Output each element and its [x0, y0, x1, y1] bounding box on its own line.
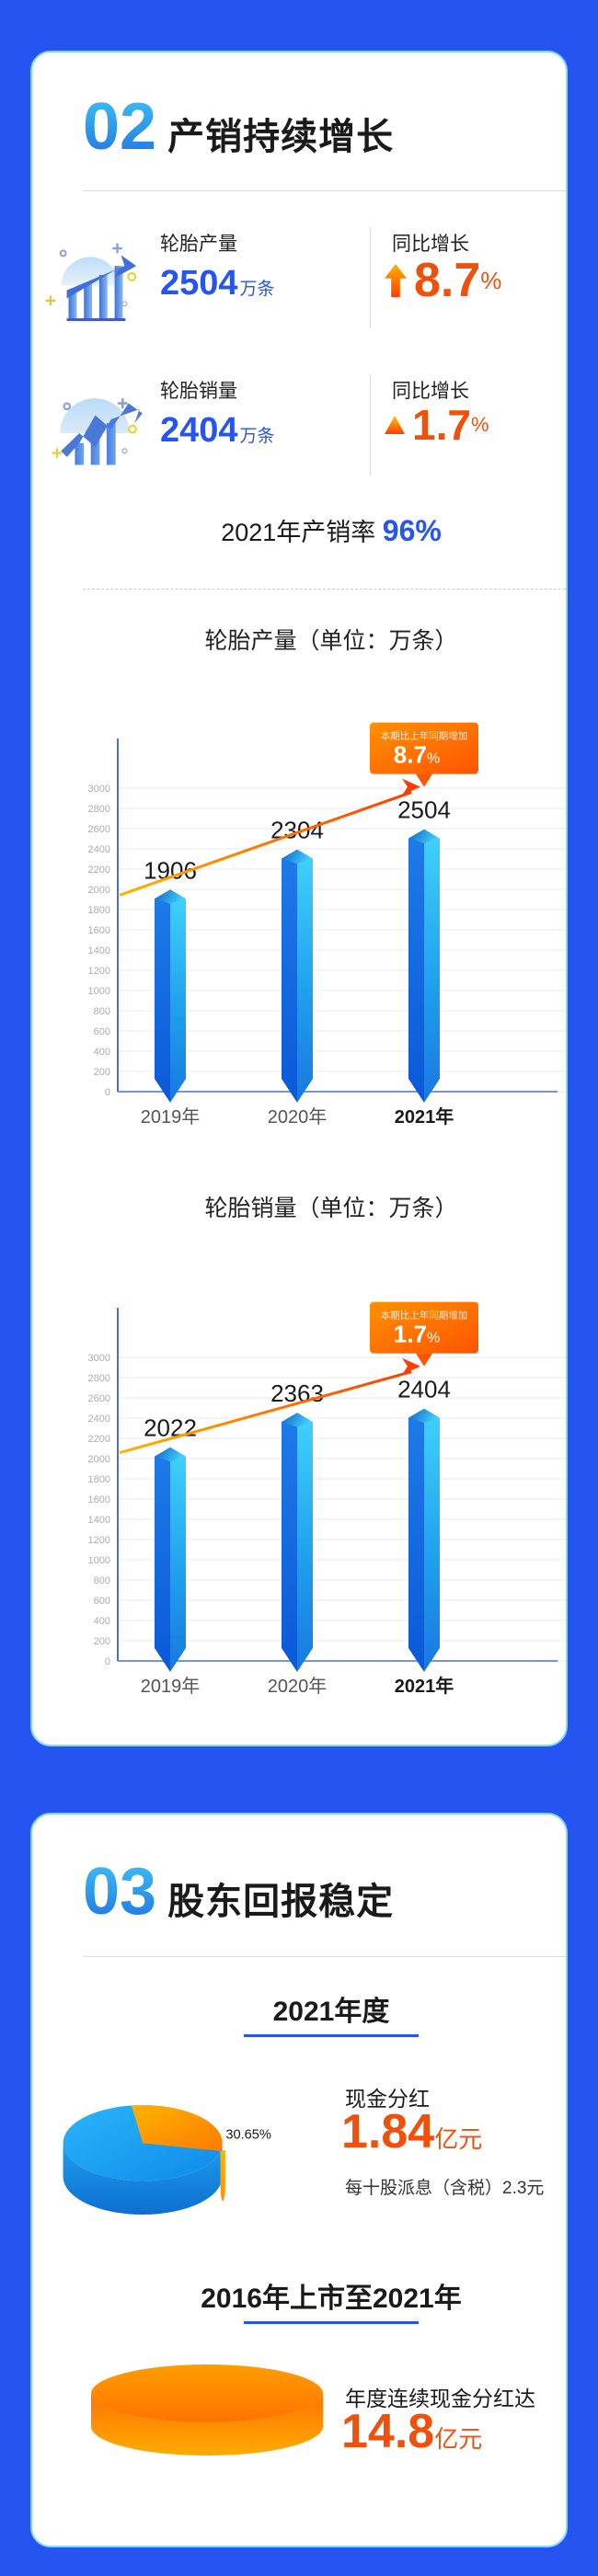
svg-text:2400: 2400 — [88, 1414, 110, 1425]
svg-text:2800: 2800 — [88, 1373, 110, 1384]
svg-text:2019年: 2019年 — [141, 1106, 201, 1128]
svg-text:1800: 1800 — [88, 1474, 110, 1485]
svg-text:30.65%: 30.65% — [225, 2128, 271, 2143]
svg-text:2504: 2504 — [397, 796, 451, 824]
svg-text:1000: 1000 — [88, 986, 110, 997]
svg-text:2600: 2600 — [88, 1393, 110, 1404]
svg-text:2200: 2200 — [88, 1434, 110, 1445]
svg-text:1400: 1400 — [88, 945, 110, 956]
svg-text:2404: 2404 — [397, 1376, 451, 1403]
svg-text:2400: 2400 — [88, 844, 110, 855]
svg-text:3000: 3000 — [88, 784, 110, 795]
svg-text:800: 800 — [94, 1575, 110, 1586]
svg-text:1000: 1000 — [88, 1555, 110, 1566]
svg-text:800: 800 — [94, 1006, 110, 1017]
svg-text:2600: 2600 — [88, 824, 110, 835]
svg-text:2020年: 2020年 — [268, 1676, 328, 1697]
svg-text:600: 600 — [94, 1026, 110, 1037]
svg-text:0: 0 — [105, 1087, 110, 1098]
svg-text:1200: 1200 — [88, 1535, 110, 1546]
svg-text:1600: 1600 — [88, 1494, 110, 1506]
svg-text:2800: 2800 — [88, 804, 110, 815]
svg-text:2000: 2000 — [88, 1454, 110, 1465]
svg-text:1400: 1400 — [88, 1515, 110, 1526]
svg-text:600: 600 — [94, 1596, 110, 1607]
svg-text:2019年: 2019年 — [141, 1676, 201, 1697]
svg-text:200: 200 — [94, 1636, 110, 1647]
svg-text:400: 400 — [94, 1047, 110, 1058]
svg-text:400: 400 — [94, 1616, 110, 1627]
svg-text:2020年: 2020年 — [268, 1106, 328, 1128]
svg-text:1200: 1200 — [88, 966, 110, 977]
svg-text:1600: 1600 — [88, 925, 110, 936]
svg-text:2021年: 2021年 — [395, 1675, 454, 1697]
svg-text:200: 200 — [94, 1067, 110, 1078]
svg-text:2200: 2200 — [88, 864, 110, 876]
svg-text:1800: 1800 — [88, 905, 110, 916]
svg-text:2000: 2000 — [88, 885, 110, 896]
svg-text:3000: 3000 — [88, 1353, 110, 1364]
svg-text:2021年: 2021年 — [395, 1105, 454, 1128]
svg-text:0: 0 — [105, 1656, 110, 1667]
